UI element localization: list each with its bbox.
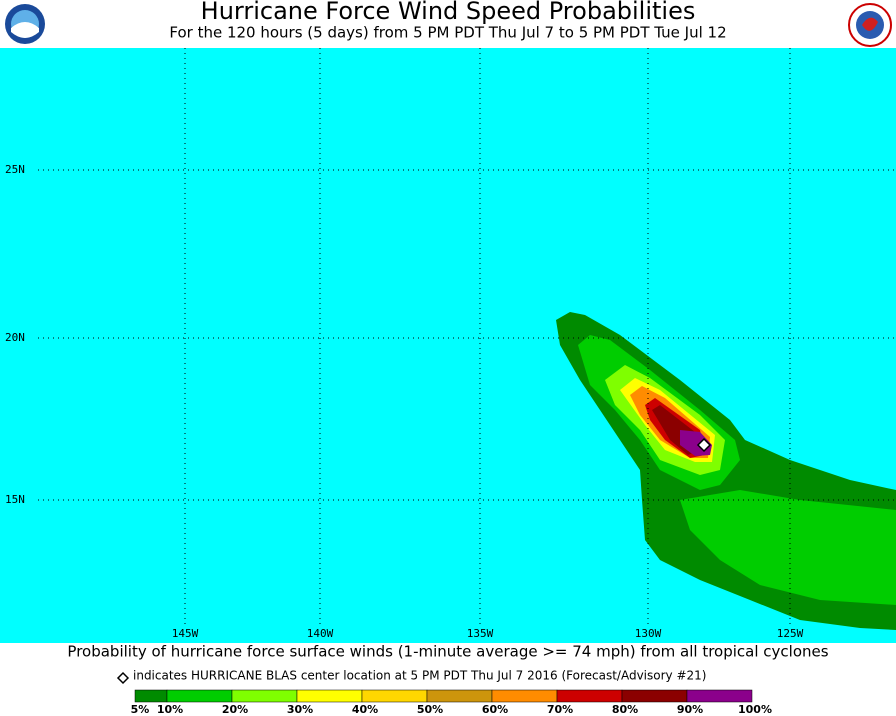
legend-label: 50% bbox=[417, 703, 443, 716]
legend-swatch bbox=[491, 689, 558, 703]
legend-label: 70% bbox=[547, 703, 573, 716]
legend-swatch bbox=[134, 689, 168, 703]
note: indicates HURRICANE BLAS center location… bbox=[133, 669, 706, 683]
logo-bird bbox=[11, 22, 39, 38]
lon-label: 145W bbox=[172, 627, 199, 640]
legend-swatch bbox=[296, 689, 363, 703]
legend-swatch bbox=[426, 689, 493, 703]
legend-label: 40% bbox=[352, 703, 378, 716]
legend-swatch bbox=[166, 689, 233, 703]
legend-label: 80% bbox=[612, 703, 638, 716]
lon-label: 140W bbox=[307, 627, 334, 640]
lon-label: 130W bbox=[635, 627, 662, 640]
legend-label: 10% bbox=[157, 703, 183, 716]
probability-contours bbox=[556, 312, 896, 630]
contour-10 bbox=[680, 490, 896, 605]
legend-swatch bbox=[361, 689, 428, 703]
legend-label: 30% bbox=[287, 703, 313, 716]
legend-label: 90% bbox=[677, 703, 703, 716]
legend-swatch bbox=[231, 689, 298, 703]
logo-swirl bbox=[862, 17, 878, 31]
legend: 5% 10% 20% 30% 40% 50% 60% 70% 80% 90% 100% bbox=[131, 689, 772, 716]
title: Hurricane Force Wind Speed Probabilities bbox=[201, 0, 696, 25]
lon-label: 135W bbox=[467, 627, 494, 640]
center-symbol bbox=[116, 671, 130, 685]
caption: Probability of hurricane force surface w… bbox=[67, 643, 828, 661]
subtitle: For the 120 hours (5 days) from 5 PM PDT… bbox=[169, 24, 726, 42]
lon-label: 125W bbox=[777, 627, 804, 640]
legend-label: 100% bbox=[738, 703, 772, 716]
lat-label: 15N bbox=[5, 493, 25, 506]
lat-label: 25N bbox=[5, 163, 25, 176]
lat-label: 20N bbox=[5, 331, 25, 344]
noaa-logo bbox=[5, 4, 45, 44]
legend-swatch bbox=[621, 689, 688, 703]
legend-label: 20% bbox=[222, 703, 248, 716]
storm-center bbox=[696, 437, 712, 453]
graticule: 25N 20N 15N 145W 140W 135W 130W 125W bbox=[5, 48, 896, 640]
legend-label: 5% bbox=[131, 703, 150, 716]
legend-swatch bbox=[556, 689, 623, 703]
legend-label: 60% bbox=[482, 703, 508, 716]
nws-logo bbox=[848, 3, 892, 47]
legend-swatch bbox=[686, 689, 753, 703]
